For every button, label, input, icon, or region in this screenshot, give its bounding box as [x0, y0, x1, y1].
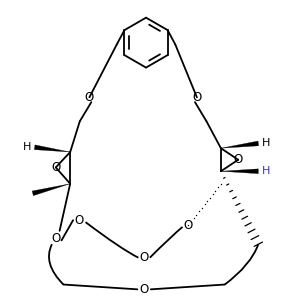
Text: O: O	[139, 251, 149, 264]
Polygon shape	[221, 169, 258, 174]
Text: O: O	[85, 91, 94, 104]
Text: O: O	[51, 161, 60, 174]
Text: O: O	[51, 232, 60, 245]
Text: O: O	[192, 91, 202, 104]
Polygon shape	[34, 145, 70, 152]
Polygon shape	[32, 184, 70, 196]
Text: O: O	[234, 153, 243, 166]
Text: O: O	[139, 283, 149, 296]
Text: H: H	[23, 142, 31, 152]
Polygon shape	[221, 141, 259, 148]
Text: H: H	[262, 138, 270, 148]
Text: H: H	[262, 166, 270, 176]
Text: O: O	[74, 214, 84, 227]
Text: O: O	[184, 219, 193, 231]
